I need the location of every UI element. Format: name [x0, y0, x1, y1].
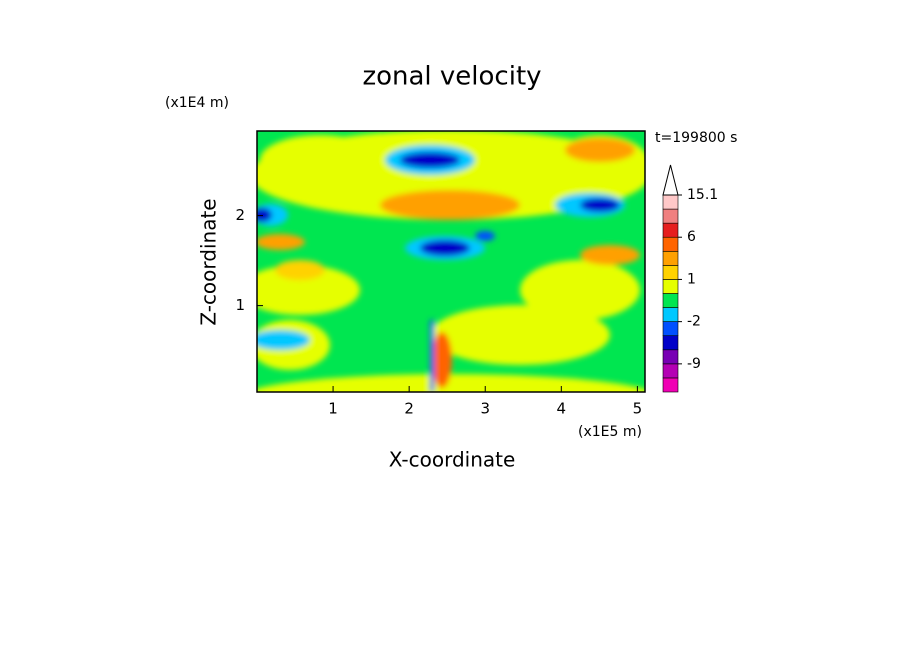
contour-patch [580, 198, 620, 212]
x-unit: (x1E5 m) [578, 424, 642, 440]
contour-patch [430, 320, 434, 392]
contour-patch [580, 245, 640, 265]
contour-patch [257, 374, 645, 392]
x-tick-label: 2 [404, 400, 414, 418]
x-axis-label: X-coordinate [389, 448, 516, 472]
contour-patch [380, 190, 520, 220]
plot-frame [256, 130, 646, 393]
x-tick-label: 3 [480, 400, 490, 418]
y-tick-label: 1 [235, 296, 245, 314]
x-tick-label: 5 [633, 400, 643, 418]
colorbar-segment [662, 363, 679, 379]
colorbar-segment [662, 222, 679, 238]
colorbar-segment [662, 321, 679, 337]
colorbar-segment [662, 265, 679, 280]
contour-patch [257, 234, 305, 250]
contour-patch [475, 231, 495, 241]
colorbar-segment [662, 377, 679, 393]
field-patches [257, 131, 645, 392]
contour-patch [430, 305, 610, 365]
colorbar-extension [662, 164, 679, 196]
contour-patch [260, 135, 380, 185]
y-axis-label: Z-coordinate [197, 198, 221, 325]
colorbar-segment [662, 250, 679, 266]
colorbar-tick-label: -9 [687, 356, 701, 372]
colorbar-segment [662, 236, 679, 252]
time-label: t=199800 s [655, 130, 737, 146]
y-unit: (x1E4 m) [165, 95, 229, 111]
contour-patch [275, 260, 325, 280]
contour-field [257, 131, 645, 392]
colorbar-segment [662, 293, 679, 308]
colorbar-tick-label: 1 [687, 271, 696, 287]
colorbar-tick-label: 6 [687, 229, 696, 245]
colorbar-segment [662, 335, 679, 351]
contour-patch [420, 240, 470, 256]
colorbar-segment [662, 349, 679, 365]
colorbar-segment [662, 194, 679, 210]
colorbar-segment [662, 279, 679, 294]
dynamic-layer: 1 2 3 4 5 1 2 -9 -2 1 6 15.1 [235, 164, 718, 418]
x-tick-label: 1 [328, 400, 338, 418]
contour-patch [257, 208, 272, 222]
y-tick-label: 2 [235, 206, 245, 224]
colorbar-tick-label: -2 [687, 314, 701, 330]
colorbar-tick-label: 15.1 [687, 187, 718, 203]
chart-title: zonal velocity [362, 62, 541, 92]
contour-patch [257, 330, 310, 350]
x-tick-label: 4 [557, 400, 567, 418]
contour-patch [257, 265, 360, 315]
contour-patch [520, 260, 640, 320]
colorbar-segment [662, 307, 679, 322]
colorbar-segment [662, 208, 679, 224]
contour-patch [565, 138, 635, 162]
contour-patch [400, 152, 460, 168]
contour-patch [432, 332, 452, 388]
